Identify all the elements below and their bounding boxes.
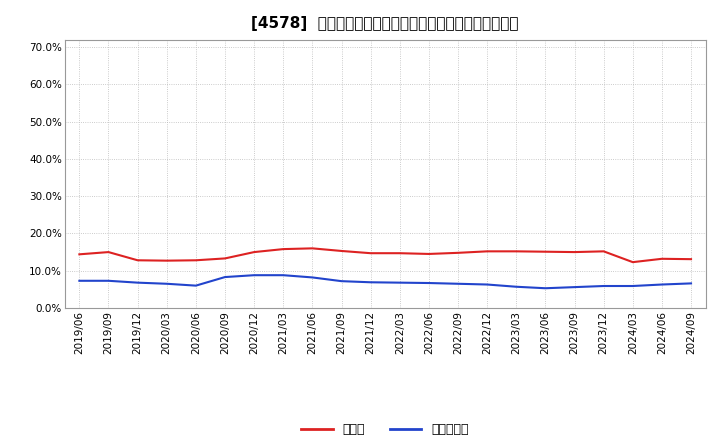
Title: [4578]  現預金、有利子負債の総資産に対する比率の推移: [4578] 現預金、有利子負債の総資産に対する比率の推移 [251, 16, 519, 32]
Legend: 現預金, 有利子負債: 現預金, 有利子負債 [297, 418, 474, 440]
